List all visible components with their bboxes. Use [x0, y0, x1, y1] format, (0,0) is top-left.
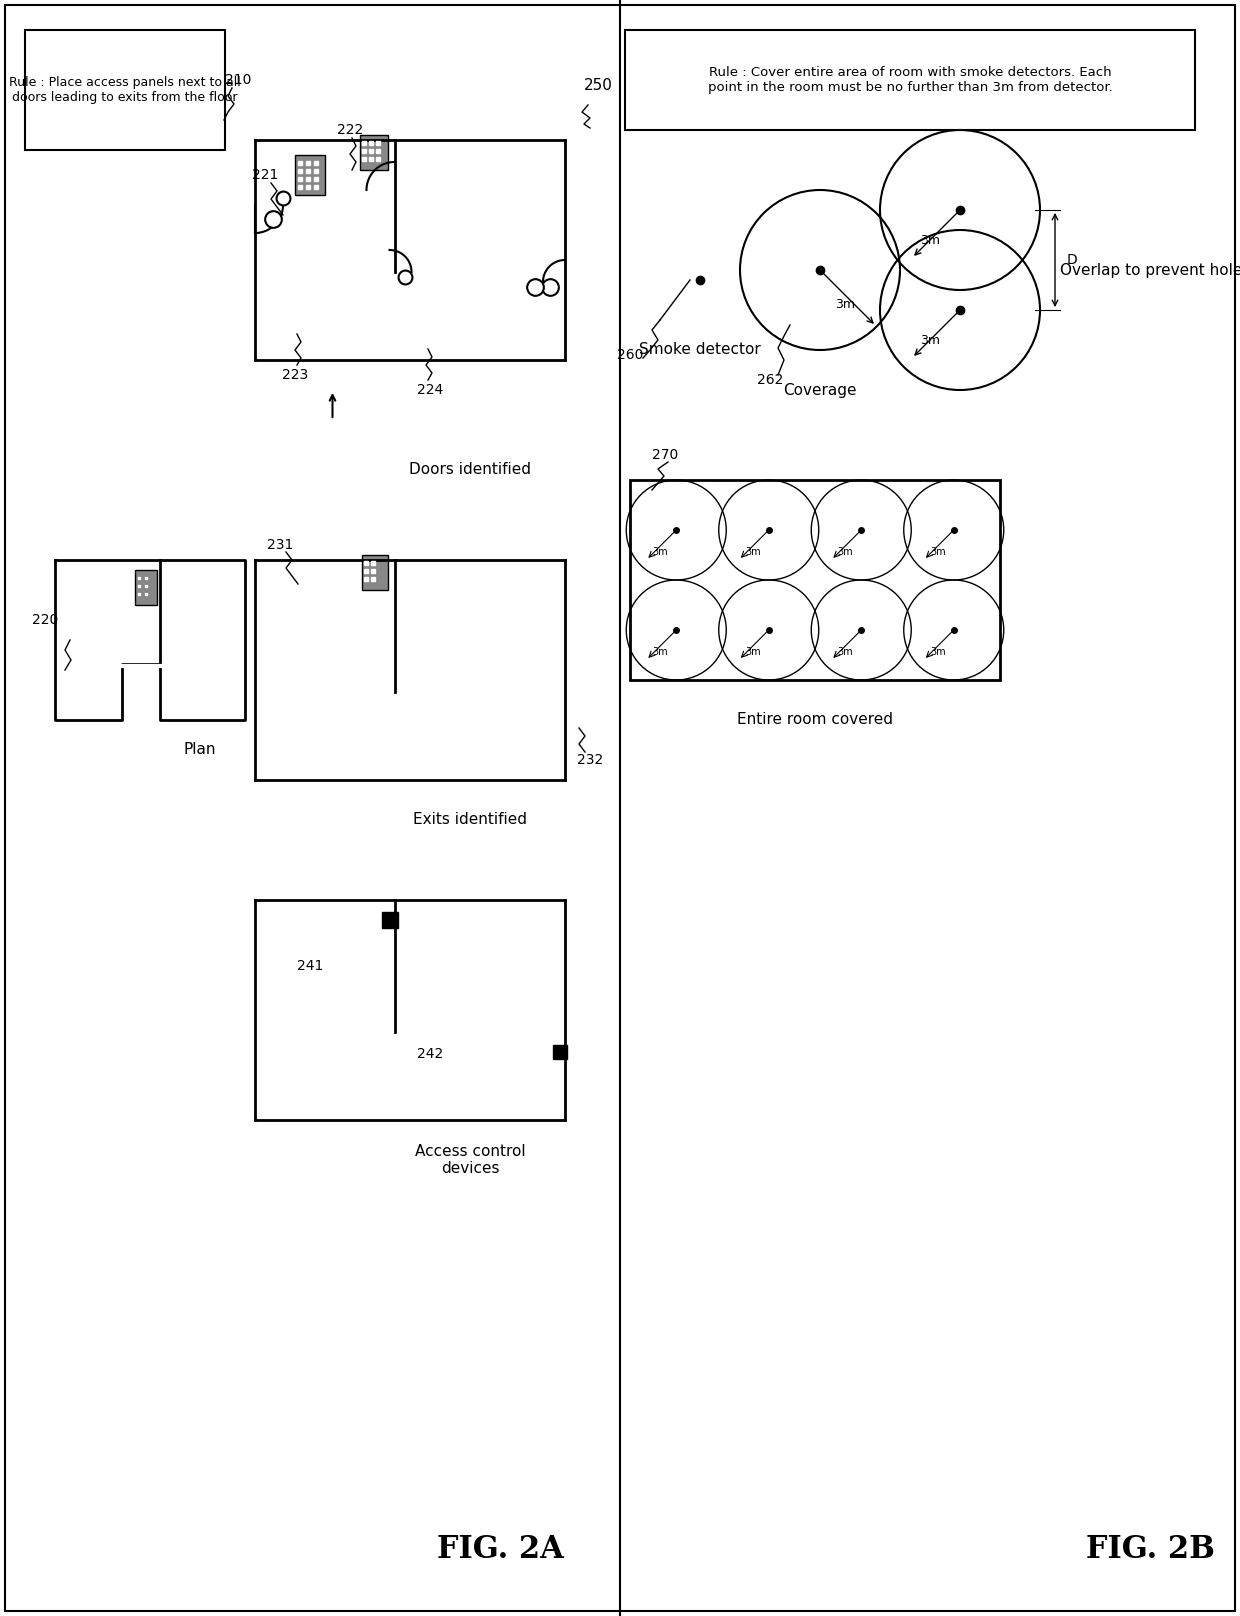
Text: 3m: 3m — [652, 646, 668, 658]
Bar — [625, 31, 1195, 129]
Text: Smoke detector: Smoke detector — [639, 343, 761, 357]
Text: 3m: 3m — [835, 299, 856, 312]
Text: Doors identified: Doors identified — [409, 462, 531, 477]
Text: 222: 222 — [337, 123, 363, 137]
Text: 223: 223 — [281, 368, 308, 381]
Text: 3m: 3m — [837, 546, 853, 558]
Text: 270: 270 — [652, 448, 678, 462]
Text: 3m: 3m — [920, 233, 940, 247]
Text: Entire room covered: Entire room covered — [737, 713, 893, 727]
Text: Overlap to prevent holes: Overlap to prevent holes — [1060, 262, 1240, 278]
Text: 262: 262 — [756, 373, 784, 386]
Text: D: D — [1066, 254, 1078, 267]
Bar — [630, 480, 999, 680]
Text: 231: 231 — [267, 538, 293, 553]
Text: Rule : Cover entire area of room with smoke detectors. Each
point in the room mu: Rule : Cover entire area of room with sm… — [708, 66, 1112, 94]
Text: 3m: 3m — [745, 546, 760, 558]
Bar — [295, 155, 325, 196]
Text: Coverage: Coverage — [784, 383, 857, 398]
Text: 221: 221 — [252, 168, 278, 183]
Text: 3m: 3m — [930, 546, 946, 558]
Text: 250: 250 — [584, 78, 613, 92]
Text: FIG. 2B: FIG. 2B — [1085, 1535, 1214, 1566]
Text: 3m: 3m — [920, 333, 940, 346]
Text: 3m: 3m — [652, 546, 668, 558]
Text: 242: 242 — [417, 1047, 443, 1062]
Text: 241: 241 — [296, 958, 324, 973]
Text: 3m: 3m — [837, 646, 853, 658]
Bar — [360, 136, 387, 170]
Text: 3m: 3m — [745, 646, 760, 658]
Text: Rule : Place access panels next to all
doors leading to exits from the floor: Rule : Place access panels next to all d… — [9, 76, 241, 103]
Text: Access control
devices: Access control devices — [414, 1144, 526, 1176]
Text: Exits identified: Exits identified — [413, 813, 527, 827]
Bar — [134, 570, 156, 604]
Text: 232: 232 — [577, 753, 603, 768]
Text: 220: 220 — [32, 612, 58, 627]
Bar — [25, 31, 224, 150]
Text: 210: 210 — [224, 73, 252, 87]
Bar — [362, 554, 387, 590]
Text: 260: 260 — [616, 347, 644, 362]
Text: FIG. 2A: FIG. 2A — [436, 1535, 563, 1566]
Text: 224: 224 — [417, 383, 443, 398]
Text: Plan: Plan — [184, 742, 216, 758]
Text: 3m: 3m — [930, 646, 946, 658]
